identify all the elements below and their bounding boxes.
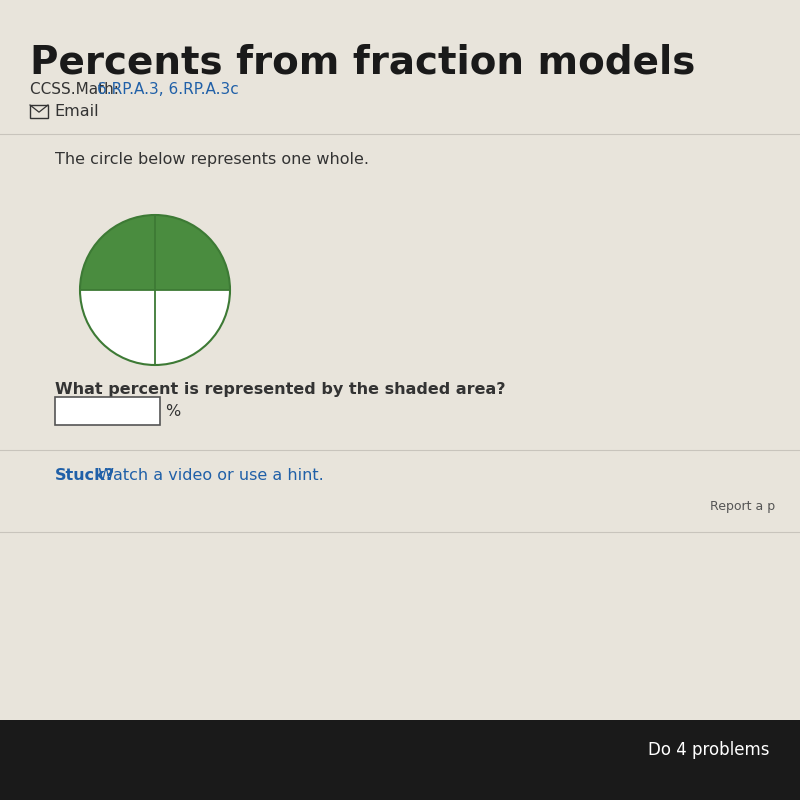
Wedge shape bbox=[80, 290, 230, 365]
FancyBboxPatch shape bbox=[0, 720, 800, 800]
Text: 6.RP.A.3, 6.RP.A.3c: 6.RP.A.3, 6.RP.A.3c bbox=[97, 82, 238, 97]
Wedge shape bbox=[80, 215, 230, 290]
Text: Report a p: Report a p bbox=[710, 500, 775, 513]
Text: Do 4 problems: Do 4 problems bbox=[649, 741, 770, 759]
Text: %: % bbox=[165, 403, 180, 418]
Text: Stuck?: Stuck? bbox=[55, 468, 115, 483]
Text: The circle below represents one whole.: The circle below represents one whole. bbox=[55, 152, 369, 167]
Text: Watch a video or use a hint.: Watch a video or use a hint. bbox=[93, 468, 324, 483]
FancyBboxPatch shape bbox=[55, 397, 160, 425]
Text: Percents from fraction models: Percents from fraction models bbox=[30, 43, 695, 81]
Text: What percent is represented by the shaded area?: What percent is represented by the shade… bbox=[55, 382, 506, 397]
Text: CCSS.Math:: CCSS.Math: bbox=[30, 82, 124, 97]
Text: Email: Email bbox=[54, 104, 98, 119]
